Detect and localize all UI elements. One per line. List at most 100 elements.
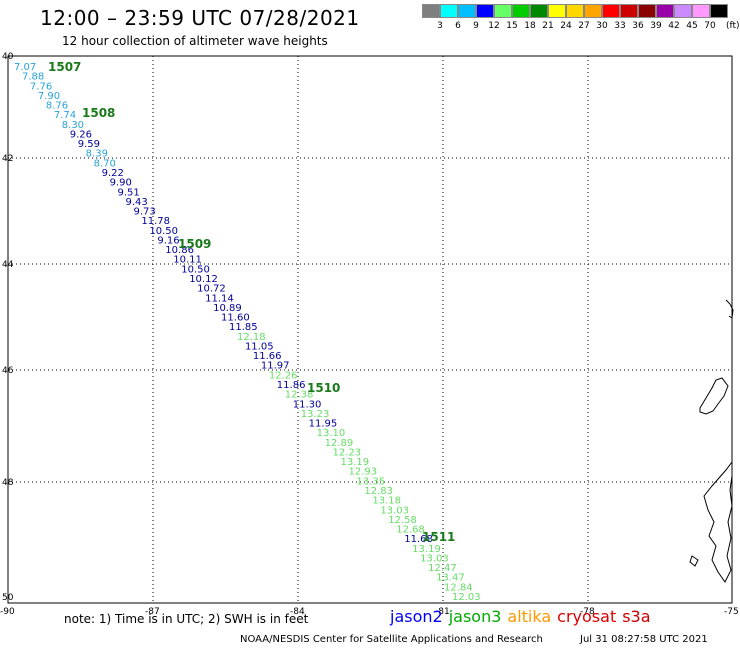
- legend-item: jason3: [448, 607, 502, 626]
- wave-height-value: 13.03: [420, 553, 449, 564]
- wave-height-value: 8.39: [86, 149, 108, 160]
- longitude-tick-label: -84: [290, 607, 305, 617]
- wave-height-value: 9.73: [133, 207, 155, 218]
- color-scale-label: 33: [614, 21, 626, 31]
- longitude-tick-label: -90: [0, 607, 15, 617]
- color-scale-cell: [674, 4, 692, 18]
- legend-item: cryosat: [557, 607, 617, 626]
- color-scale-label: 36: [632, 21, 644, 31]
- wave-height-value: 12.03: [452, 592, 481, 603]
- color-scale-label: 30: [596, 21, 608, 31]
- footnote: note: 1) Time is in UTC; 2) SWH is in fe…: [64, 612, 309, 626]
- pass-number-label: 1511: [422, 530, 455, 544]
- wave-height-value: 12.84: [444, 582, 473, 593]
- color-scale-label: 6: [455, 21, 461, 31]
- wave-height-value: 13.47: [436, 573, 465, 584]
- longitude-tick-label: -81: [435, 607, 450, 617]
- wave-height-value: 10.89: [213, 303, 242, 314]
- latitude-tick-label: 42: [2, 154, 13, 164]
- color-scale-label: 45: [686, 21, 698, 31]
- color-scale-label: 21: [542, 21, 554, 31]
- color-scale-label: 12: [488, 21, 500, 31]
- color-scale-cell: [476, 4, 494, 18]
- wave-height-value: 7.90: [38, 91, 60, 102]
- pass-number-label: 1508: [82, 106, 115, 120]
- wave-height-value: 10.50: [181, 264, 210, 275]
- wave-height-value: 11.95: [309, 419, 338, 430]
- wave-height-value: 7.76: [30, 81, 52, 92]
- wave-height-value: 11.97: [261, 361, 290, 372]
- wave-height-value: 11.14: [205, 293, 234, 304]
- wave-height-value: 7.74: [54, 110, 76, 121]
- legend-item: altika: [507, 607, 552, 626]
- wave-height-value: 11.60: [221, 313, 250, 324]
- wave-height-value: 10.86: [165, 245, 194, 256]
- map-title: 12:00 – 23:59 UTC 07/28/2021: [40, 6, 360, 30]
- wave-height-value: 11.86: [277, 380, 306, 391]
- wave-height-value: 11.05: [245, 341, 274, 352]
- wave-height-value: 10.12: [189, 274, 218, 285]
- longitude-tick-label: -75: [724, 607, 739, 617]
- coastline: [703, 460, 733, 583]
- color-scale-cell: [548, 4, 566, 18]
- wave-height-value: 12.23: [333, 447, 362, 458]
- color-scale-cell: [566, 4, 584, 18]
- wave-height-value: 13.35: [356, 476, 385, 487]
- longitude-tick-label: -87: [145, 607, 160, 617]
- wave-height-value: 13.10: [317, 428, 346, 439]
- pass-number-label: 1507: [48, 60, 81, 74]
- coastline: [725, 299, 734, 319]
- wave-height-value: 12.83: [364, 486, 393, 497]
- wave-height-value: 10.11: [173, 255, 202, 266]
- coastline: [689, 555, 699, 567]
- color-scale-cell: [494, 4, 512, 18]
- wave-height-value: 9.43: [125, 197, 147, 208]
- wave-height-value: 9.90: [110, 178, 132, 189]
- pass-number-label: 1509: [178, 237, 211, 251]
- wave-height-value: 10.50: [149, 226, 178, 237]
- color-scale-label: 42: [668, 21, 680, 31]
- color-scale-cell: [584, 4, 602, 18]
- color-scale-unit: (ft): [726, 21, 740, 31]
- color-scale-cell: [620, 4, 638, 18]
- wave-height-value: 11.85: [229, 322, 258, 333]
- latitude-tick-label: 48: [2, 478, 14, 488]
- color-scale-label: 9: [473, 21, 479, 31]
- color-scale-label: 39: [650, 21, 662, 31]
- color-scale-cell: [422, 4, 440, 18]
- latitude-tick-label: 44: [2, 260, 14, 270]
- wave-height-value: 9.22: [102, 168, 124, 179]
- wave-height-value: 9.51: [118, 187, 140, 198]
- coastline: [699, 377, 729, 415]
- wave-height-value: 8.30: [62, 120, 84, 131]
- wave-height-value: 11.78: [141, 216, 170, 227]
- wave-height-value: 11.66: [253, 351, 282, 362]
- wave-height-value: 12.47: [428, 563, 457, 574]
- wave-height-value: 12.68: [396, 525, 425, 536]
- wave-height-value: 8.70: [94, 158, 116, 169]
- pass-number-label: 1510: [307, 381, 340, 395]
- color-scale-cell: [638, 4, 656, 18]
- color-scale-cell: [710, 4, 728, 18]
- wave-height-value: 9.16: [157, 235, 179, 246]
- wave-height-value: 13.19: [412, 544, 441, 555]
- color-scale-label: 15: [506, 21, 518, 31]
- wave-height-value: 12.26: [269, 370, 298, 381]
- color-scale-cell: [656, 4, 674, 18]
- color-scale-cell: [458, 4, 476, 18]
- wave-height-value: 12.58: [388, 515, 417, 526]
- generated-timestamp: Jul 31 08:27:58 UTC 2021: [580, 634, 708, 645]
- wave-height-value: 12.38: [285, 390, 314, 401]
- wave-height-value: 12.89: [325, 438, 354, 449]
- wave-height-value: 11.68: [404, 534, 433, 545]
- wave-height-value: 12.18: [237, 332, 266, 343]
- color-scale-cell: [530, 4, 548, 18]
- color-scale-label: 18: [524, 21, 536, 31]
- wave-height-value: 10.72: [197, 284, 226, 295]
- wave-height-value: 7.07: [14, 62, 36, 73]
- legend-item: s3a: [622, 607, 651, 626]
- wave-height-value: 8.76: [46, 101, 68, 112]
- wave-height-value: 9.59: [78, 139, 100, 150]
- color-scale-cell: [440, 4, 458, 18]
- legend-item: jason2: [390, 607, 443, 626]
